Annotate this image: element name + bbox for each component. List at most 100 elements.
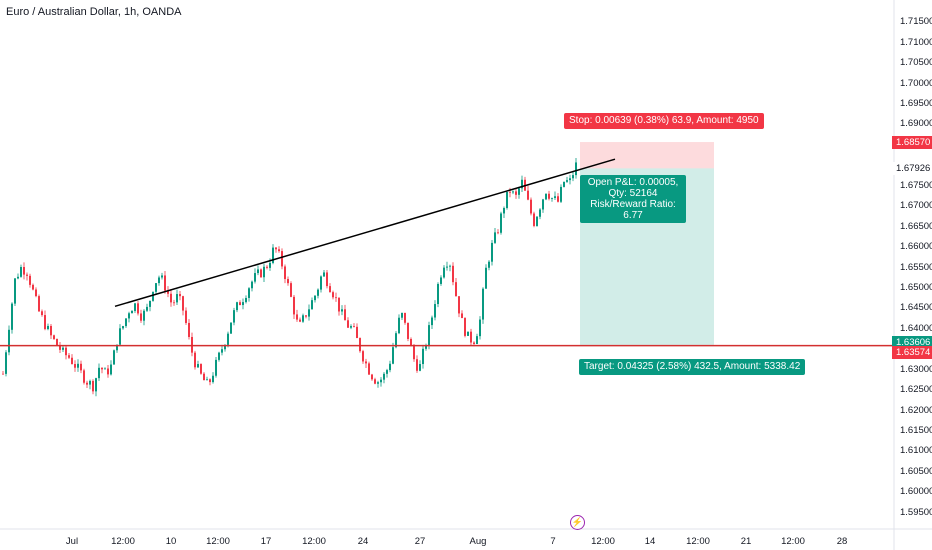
candle-body bbox=[278, 249, 280, 252]
candle-body bbox=[224, 344, 226, 350]
candle-body bbox=[170, 293, 172, 303]
candle-body bbox=[326, 272, 328, 287]
candle-body bbox=[119, 328, 121, 345]
candle-body bbox=[29, 275, 31, 285]
candle-body bbox=[293, 296, 295, 315]
candle-body bbox=[179, 294, 181, 297]
candle-body bbox=[551, 197, 553, 199]
candle-body bbox=[440, 277, 442, 284]
price-tick-label: 1.66000 bbox=[900, 241, 932, 253]
candle-body bbox=[548, 193, 550, 199]
candle-body bbox=[260, 269, 262, 278]
risk-reward-label: Risk/Reward Ratio: 6.77 bbox=[590, 199, 676, 221]
candle-body bbox=[137, 303, 139, 314]
candle-body bbox=[149, 300, 151, 307]
price-tick-label: 1.60500 bbox=[900, 465, 932, 477]
candle-body bbox=[89, 380, 91, 385]
candle-body bbox=[575, 162, 577, 176]
candle-body bbox=[86, 382, 88, 385]
candle-body bbox=[128, 313, 130, 319]
candle-body bbox=[395, 333, 397, 348]
candle-body bbox=[38, 296, 40, 312]
price-tick-label: 1.69500 bbox=[900, 98, 932, 109]
candle-body bbox=[476, 336, 478, 344]
candle-body bbox=[59, 345, 61, 350]
candle-body bbox=[83, 370, 85, 383]
candle-body bbox=[248, 288, 250, 298]
time-tick-label: 7 bbox=[550, 536, 556, 547]
candle-body bbox=[401, 312, 403, 318]
candle-body bbox=[308, 309, 310, 317]
candle-body bbox=[413, 346, 415, 360]
candle-body bbox=[377, 382, 379, 384]
candle-body bbox=[359, 338, 361, 352]
price-tick-label: 1.66500 bbox=[900, 220, 932, 232]
price-tick-label: 1.67000 bbox=[900, 200, 932, 212]
price-tag: 1.67926 bbox=[892, 162, 932, 176]
candle-body bbox=[182, 296, 184, 311]
candle-body bbox=[104, 368, 106, 370]
candle-body bbox=[221, 349, 223, 353]
price-tick-label: 1.71500 bbox=[900, 16, 932, 28]
candle-body bbox=[14, 278, 16, 304]
candle-body bbox=[107, 368, 109, 375]
candle-body bbox=[173, 302, 175, 304]
candle-body bbox=[416, 359, 418, 371]
candle-body bbox=[26, 274, 28, 276]
candle-body bbox=[314, 295, 316, 301]
candle-body bbox=[239, 302, 241, 306]
price-tick-label: 1.62000 bbox=[900, 404, 932, 416]
symbol-title[interactable]: Euro / Australian Dollar, 1h, OANDA bbox=[6, 6, 182, 18]
candle-body bbox=[431, 317, 433, 326]
candle-body bbox=[503, 208, 505, 214]
price-tick-label: 1.70000 bbox=[900, 77, 932, 89]
candle-body bbox=[407, 322, 409, 339]
candle-body bbox=[254, 273, 256, 282]
candle-body bbox=[275, 247, 277, 250]
candle-body bbox=[455, 282, 457, 297]
price-tick-label: 1.61500 bbox=[900, 424, 932, 436]
price-tick-label: 1.65500 bbox=[900, 261, 932, 273]
candle-body bbox=[299, 319, 301, 322]
price-tag: 1.63574 bbox=[892, 346, 932, 360]
time-tick-label: 12:00 bbox=[686, 536, 710, 547]
candle-body bbox=[35, 289, 37, 297]
candle-body bbox=[281, 251, 283, 267]
rising-trendline bbox=[114, 158, 616, 308]
candle-body bbox=[11, 303, 13, 330]
candle-body bbox=[353, 326, 355, 327]
candle-body bbox=[392, 347, 394, 364]
candle-body bbox=[92, 380, 94, 392]
candle-body bbox=[545, 193, 547, 200]
candle-body bbox=[146, 306, 148, 311]
candle-body bbox=[404, 312, 406, 323]
candle-body bbox=[323, 272, 325, 277]
price-tick-label: 1.67500 bbox=[900, 179, 932, 191]
candle-body bbox=[452, 265, 454, 283]
candle-body bbox=[200, 364, 202, 374]
candle-body bbox=[518, 188, 520, 195]
candle-body bbox=[446, 266, 448, 268]
candle-body bbox=[284, 266, 286, 280]
candle-body bbox=[563, 181, 565, 187]
price-tick-label: 1.70500 bbox=[900, 57, 932, 69]
candle-body bbox=[527, 190, 529, 200]
candle-body bbox=[497, 232, 499, 234]
candle-body bbox=[437, 283, 439, 305]
candle-body bbox=[101, 367, 103, 370]
candle-body bbox=[485, 267, 487, 289]
candle-body bbox=[386, 370, 388, 374]
price-tick-label: 1.69000 bbox=[900, 118, 932, 130]
candle-body bbox=[311, 300, 313, 310]
lightning-icon[interactable]: ⚡ bbox=[570, 515, 585, 530]
price-tick-label: 1.60000 bbox=[900, 486, 932, 498]
candle-body bbox=[530, 199, 532, 214]
time-tick-label: 24 bbox=[357, 536, 369, 547]
candle-body bbox=[266, 266, 268, 268]
candle-body bbox=[419, 364, 421, 371]
candle-body bbox=[62, 347, 64, 350]
candle-body bbox=[473, 342, 475, 344]
candle-body bbox=[296, 314, 298, 320]
candle-body bbox=[269, 262, 271, 268]
